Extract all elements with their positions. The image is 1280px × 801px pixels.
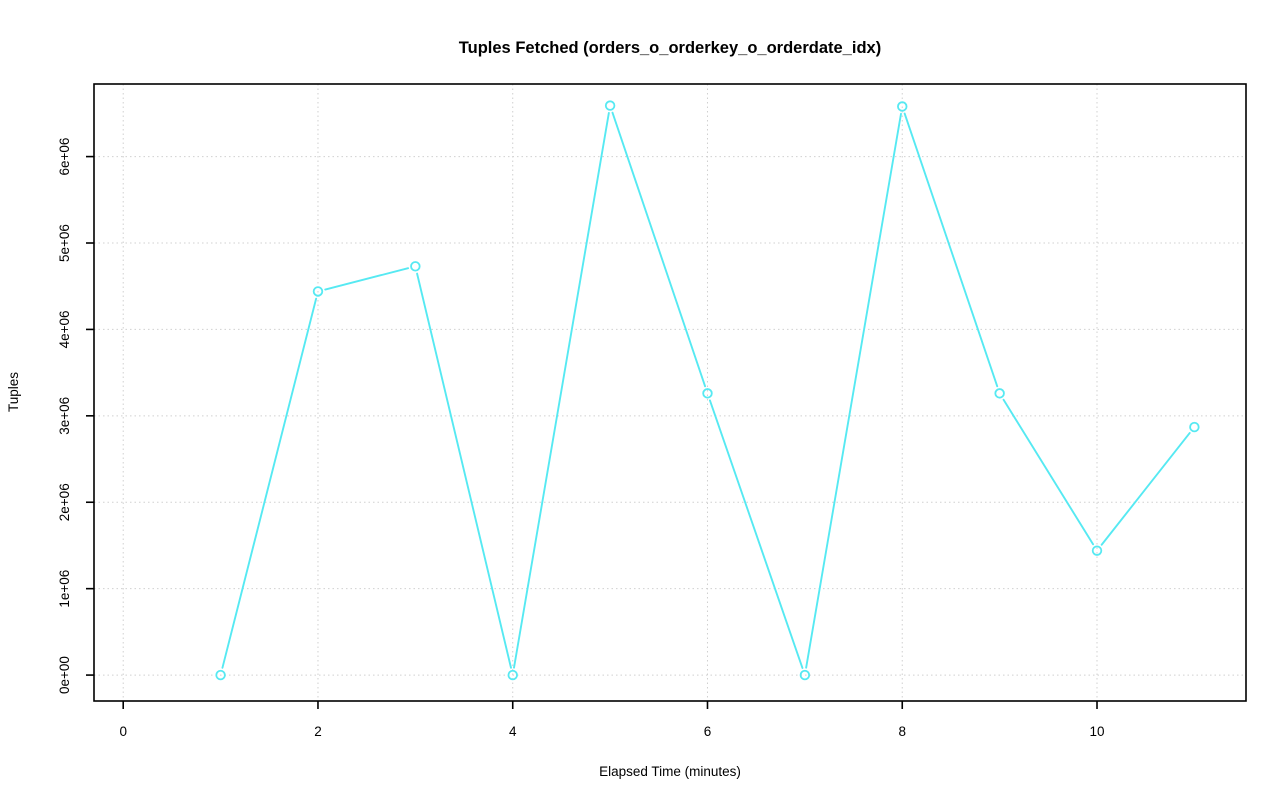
x-axis-label: Elapsed Time (minutes) (599, 764, 741, 779)
data-point-marker (702, 388, 713, 399)
series-layer (215, 100, 1200, 681)
grid-layer (94, 84, 1246, 701)
data-point-marker (604, 100, 616, 111)
series-line-segment (416, 272, 512, 669)
series-line-segment (708, 399, 804, 669)
y-tick-label: 5e+06 (57, 224, 72, 262)
axis-layer: 0 2 4 6 8 10 0e+00 1e+06 2e+06 3e+06 4e+06 5e+06 6e+… (57, 83, 1247, 739)
x-tick-label: 10 (1089, 724, 1104, 739)
y-tick-label: 6e+06 (57, 138, 72, 176)
series-line-segment (805, 112, 902, 669)
data-point-marker (410, 261, 421, 272)
series-line-segment (1002, 398, 1095, 546)
x-tick-label: 6 (704, 724, 712, 739)
x-tick-label: 8 (898, 724, 906, 739)
data-point-marker (1189, 421, 1200, 433)
x-tick-label: 4 (509, 724, 517, 739)
data-point-marker (799, 669, 811, 681)
y-tick-label: 4e+06 (57, 310, 72, 348)
series-line-segment (1100, 432, 1191, 546)
x-tick-label: 2 (314, 724, 322, 739)
data-point-marker (312, 286, 324, 297)
data-point-marker (215, 669, 226, 681)
series-line-segment (611, 111, 707, 388)
series-line-segment (903, 112, 999, 388)
y-axis-label: Tuples (6, 372, 21, 412)
y-tick-label: 2e+06 (57, 483, 72, 521)
series-line-segment (513, 112, 610, 669)
plot-border (93, 83, 1247, 702)
series-line-segment (221, 297, 318, 669)
x-tick-label: 0 (119, 724, 127, 739)
data-point-marker (897, 101, 908, 112)
data-point-marker (994, 388, 1005, 399)
y-tick-label: 3e+06 (57, 397, 72, 435)
data-point-marker (507, 669, 518, 681)
data-point-marker (1091, 545, 1103, 556)
y-tick-label: 0e+00 (57, 656, 72, 694)
chart-title: Tuples Fetched (orders_o_orderkey_o_orde… (459, 39, 881, 57)
series-line-segment (324, 267, 410, 291)
y-tick-label: 1e+06 (57, 570, 72, 608)
